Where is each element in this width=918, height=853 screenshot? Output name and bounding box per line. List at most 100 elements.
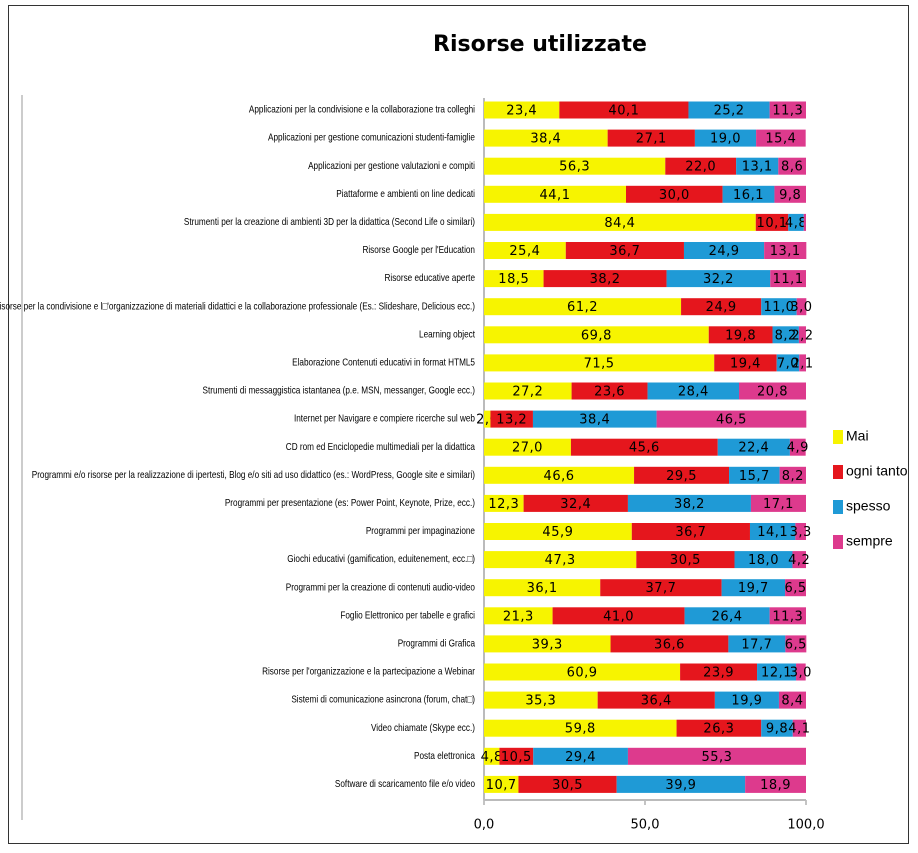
bar-segment [729,466,780,484]
data-label: 2,1 [792,356,814,371]
bar-segment [792,551,806,569]
data-label: 12,1 [761,666,792,681]
bar-segment [484,242,566,259]
bar-segment [484,298,682,316]
bar-segment [484,523,632,540]
data-label: 4,8 [785,216,807,231]
data-label: 36,6 [654,637,685,652]
legend-swatch [833,465,843,479]
bar-segment [533,747,628,765]
data-label: 38,4 [530,132,561,147]
data-label: 28,4 [678,385,709,400]
bar-segment [490,410,533,428]
data-label: 24,9 [706,300,737,315]
bar-segment [484,382,572,400]
data-label: 29,4 [565,750,596,765]
data-label: 11,3 [772,609,803,624]
bar-segment [484,326,709,344]
data-label: 14,1 [757,525,788,540]
data-label: 3,0 [790,666,812,681]
bar-segment [761,298,797,316]
data-label: 36,7 [609,244,640,259]
data-label: 55,3 [701,750,732,765]
bar-segment [798,326,806,344]
data-label: 59,8 [565,722,596,737]
data-label: 69,8 [581,328,612,343]
bar-segment [770,270,806,288]
bar-segment [681,298,762,316]
bar-segment [484,719,677,737]
bar-segment [680,663,758,681]
y-tick-label: Programmi di Grafica [398,638,476,649]
data-label: 3,3 [790,525,812,540]
data-label: 6,5 [785,637,807,652]
bar-segment [774,185,806,203]
bar-segment [484,129,608,147]
bar-segment [721,579,786,597]
data-label: 19,8 [725,328,756,343]
data-label: 7,0 [777,356,799,371]
data-label: 9,8 [779,188,801,203]
data-label: 19,9 [731,694,762,709]
data-label: 25,4 [509,244,540,259]
data-label: 4,9 [787,441,809,456]
y-tick-label: Learning object [419,329,475,340]
data-label: 45,6 [629,441,660,456]
y-tick-label: Applicazioni per la condivisione e la co… [249,104,475,115]
bar-segment [636,551,735,569]
bar-segment [722,185,775,203]
data-label: 38,4 [579,413,610,428]
bar-segment [665,157,737,175]
bar-segment [785,635,807,653]
y-tick-label: Programmi per presentazione (es: Power P… [225,497,475,508]
bar-segment [631,523,750,540]
bar-segment [484,213,756,231]
data-label: 61,2 [567,300,598,315]
bar-segment [788,213,804,231]
bar-segment [543,270,667,288]
bar-segment [803,213,806,231]
bar-segment [571,382,648,400]
data-label: 13,1 [770,244,801,259]
data-label: 9,8 [766,722,788,737]
bar-segment [778,691,806,709]
bar-segment [627,747,806,765]
data-label: 4,1 [788,722,810,737]
legend-label: sempre [846,533,893,549]
data-label: 41,0 [603,609,634,624]
bar-segment [750,494,806,512]
data-label: 18,5 [498,272,529,287]
data-label: 11,0 [763,300,794,315]
data-label: 36,7 [675,525,706,540]
y-tick-label: Applicazioni per gestione comunicazioni … [268,132,475,143]
data-label: 11,3 [772,104,803,119]
bar-segment [647,382,740,400]
y-tick-label: Posta elettronica [414,750,476,761]
legend-label: spesso [846,498,891,514]
bar-segment [772,326,799,344]
data-label: 27,1 [636,132,667,147]
bar-segment [778,157,806,175]
bar-segment [627,494,751,512]
data-label: 30,5 [552,778,583,793]
data-label: 60,9 [567,666,598,681]
data-label: 26,3 [703,722,734,737]
data-label: 8,2 [782,469,804,484]
y-tick-label: Internet per Navigare e compiere ricerch… [294,413,475,424]
bar-segment [714,691,779,709]
data-label: 13,1 [742,160,773,175]
data-label: 84,4 [604,216,635,231]
data-label: 32,2 [703,272,734,287]
legend-label: ogni tanto [846,463,908,479]
bar-segment [749,523,796,540]
category-labels: Applicazioni per la condivisione e la co… [0,104,476,789]
data-label: 46,5 [716,413,747,428]
data-label: 10,5 [501,750,532,765]
legend-swatch [833,500,843,514]
bar-segment [570,438,718,456]
bar-segment [499,747,534,765]
bar-segment [717,438,790,456]
data-label: 26,4 [712,609,743,624]
data-label: 38,2 [674,497,705,512]
